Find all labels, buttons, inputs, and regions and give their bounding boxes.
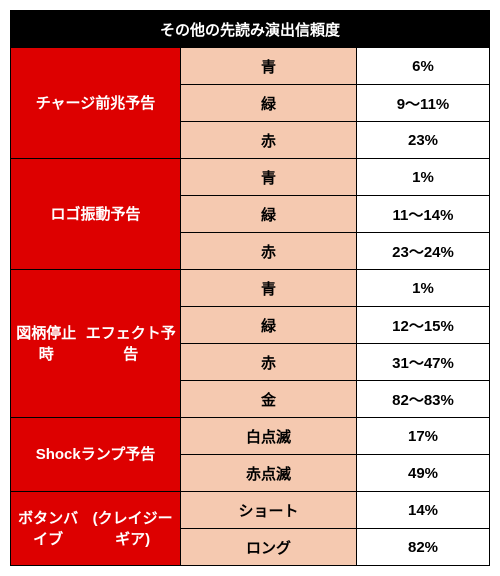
category-cell: Shockランプ予告 (11, 418, 181, 491)
category-line: ボタンバイブ (11, 508, 85, 550)
table-row: 赤23～24% (181, 233, 489, 269)
pattern-cell: 緑 (181, 196, 357, 232)
value-cell: 82～83% (357, 381, 489, 417)
table-row: 緑11～14% (181, 196, 489, 233)
table-row: ショート14% (181, 492, 489, 529)
category-cell: ロゴ振動予告 (11, 159, 181, 269)
table-row: 赤点滅49% (181, 455, 489, 491)
table-row: 緑9～11% (181, 85, 489, 122)
category-cell: ボタンバイブ(クレイジーギア) (11, 492, 181, 565)
category-line: Shock (36, 444, 81, 465)
reliability-table: その他の先読み演出信頼度 チャージ前兆予告青6%緑9～11%赤23%ロゴ振動予告… (10, 10, 490, 566)
value-cell: 17% (357, 418, 489, 454)
value-cell: 23% (357, 122, 489, 158)
value-cell: 31～47% (357, 344, 489, 380)
category-line: 図柄停止時 (11, 323, 81, 365)
category-line: ロゴ振動予告 (50, 204, 140, 225)
pattern-cell: 赤 (181, 122, 357, 158)
table-title: その他の先読み演出信頼度 (11, 11, 489, 48)
value-cell: 14% (357, 492, 489, 528)
table-row: 赤23% (181, 122, 489, 158)
value-cell: 1% (357, 159, 489, 195)
value-cell: 6% (357, 48, 489, 84)
pattern-cell: 青 (181, 159, 357, 195)
value-cell: 9～11% (357, 85, 489, 121)
subrows-container: 青1%緑11～14%赤23～24% (181, 159, 489, 269)
category-line: チャージ (36, 93, 96, 114)
category-cell: 図柄停止時エフェクト予告 (11, 270, 181, 417)
category-line: エフェクト予告 (81, 323, 180, 365)
table-group: ボタンバイブ(クレイジーギア)ショート14%ロング82% (11, 492, 489, 565)
pattern-cell: 赤 (181, 233, 357, 269)
category-cell: チャージ前兆予告 (11, 48, 181, 158)
category-line: 前兆予告 (95, 93, 155, 114)
value-cell: 82% (357, 529, 489, 565)
table-row: ロング82% (181, 529, 489, 565)
table-row: 青1% (181, 270, 489, 307)
pattern-cell: ショート (181, 492, 357, 528)
table-row: 青1% (181, 159, 489, 196)
table-body: チャージ前兆予告青6%緑9～11%赤23%ロゴ振動予告青1%緑11～14%赤23… (11, 48, 489, 565)
subrows-container: 青1%緑12～15%赤31～47%金82～83% (181, 270, 489, 417)
value-cell: 11～14% (357, 196, 489, 232)
pattern-cell: 青 (181, 270, 357, 306)
pattern-cell: 緑 (181, 85, 357, 121)
value-cell: 49% (357, 455, 489, 491)
value-cell: 23～24% (357, 233, 489, 269)
pattern-cell: 赤 (181, 344, 357, 380)
pattern-cell: 白点滅 (181, 418, 357, 454)
table-row: 青6% (181, 48, 489, 85)
pattern-cell: 赤点滅 (181, 455, 357, 491)
subrows-container: 白点滅17%赤点滅49% (181, 418, 489, 491)
table-row: 金82～83% (181, 381, 489, 417)
pattern-cell: 緑 (181, 307, 357, 343)
pattern-cell: ロング (181, 529, 357, 565)
category-line: ランプ予告 (81, 444, 156, 465)
table-group: ロゴ振動予告 青1%緑11～14%赤23～24% (11, 159, 489, 270)
table-group: 図柄停止時エフェクト予告青1%緑12～15%赤31～47%金82～83% (11, 270, 489, 418)
category-line: (クレイジーギア) (85, 508, 180, 550)
table-group: チャージ前兆予告青6%緑9～11%赤23% (11, 48, 489, 159)
pattern-cell: 金 (181, 381, 357, 417)
table-row: 緑12～15% (181, 307, 489, 344)
value-cell: 1% (357, 270, 489, 306)
pattern-cell: 青 (181, 48, 357, 84)
subrows-container: ショート14%ロング82% (181, 492, 489, 565)
table-row: 白点滅17% (181, 418, 489, 455)
table-row: 赤31～47% (181, 344, 489, 381)
value-cell: 12～15% (357, 307, 489, 343)
subrows-container: 青6%緑9～11%赤23% (181, 48, 489, 158)
table-group: Shockランプ予告白点滅17%赤点滅49% (11, 418, 489, 492)
